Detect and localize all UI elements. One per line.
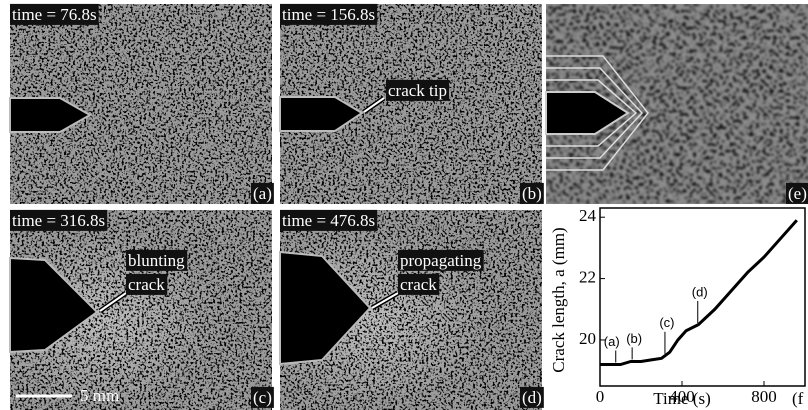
plot-frame (599, 207, 806, 387)
label-box (126, 249, 188, 271)
leader (99, 292, 127, 312)
label-box (251, 182, 274, 204)
panel-label: (e) (788, 184, 807, 203)
chart: Time (s) Crack length, a (mm) (f 0 400 800… (549, 206, 806, 408)
x-axis-title: Time (s) (653, 389, 710, 408)
notch (545, 91, 630, 135)
scale-label: 5 mm (80, 386, 119, 405)
time-label: time = 156.8s (282, 5, 375, 24)
contour (546, 67, 644, 159)
notch (9, 97, 93, 133)
x-tick-label: 0 (596, 387, 605, 406)
annotation: (b) (626, 331, 642, 346)
label-box (398, 273, 440, 295)
label-box (386, 79, 449, 101)
annotation: (c) (659, 315, 674, 330)
y-tick-label: 20 (579, 329, 596, 348)
photos (9, 4, 808, 410)
time-label: time = 316.8s (12, 211, 105, 230)
label-box (126, 273, 168, 295)
notch (279, 250, 372, 366)
leader (371, 292, 399, 309)
annotation: crack (128, 275, 165, 294)
label-box (251, 386, 274, 408)
label-box (280, 209, 378, 231)
annotation: (d) (692, 284, 708, 299)
time-label: time = 76.8s (12, 5, 97, 24)
contour (546, 55, 649, 171)
data-line (600, 219, 798, 367)
label-box (520, 182, 544, 204)
x-tick-label: 800 (751, 387, 777, 406)
label-box (280, 3, 378, 25)
label-box (520, 386, 544, 408)
y-tick-label: 22 (579, 267, 596, 286)
contour (546, 79, 638, 147)
x-tick-label: 400 (669, 387, 695, 406)
label-box (786, 182, 808, 204)
annotation: crack (400, 275, 437, 294)
panel-label: (b) (522, 184, 542, 203)
annotation: propagating (400, 251, 482, 270)
labels: time = 76.8s time = 156.8s time = 316.8s… (10, 3, 808, 408)
label-box (10, 209, 108, 231)
panel-label: (d) (522, 388, 542, 407)
leader (363, 97, 385, 113)
annotation: (a) (604, 334, 620, 349)
time-label: time = 476.8s (282, 211, 375, 230)
label-box (10, 3, 99, 25)
annotation: blunting (128, 251, 185, 270)
y-axis-title: Crack length, a (mm) (549, 227, 568, 372)
label-box (398, 249, 484, 271)
panel-label: (a) (253, 184, 272, 203)
notch (9, 256, 99, 354)
panel-label: (c) (253, 388, 272, 407)
panel-label: (f (792, 389, 804, 408)
notch (279, 96, 364, 132)
y-tick-label: 24 (579, 206, 597, 225)
annotation: crack tip (388, 81, 447, 100)
